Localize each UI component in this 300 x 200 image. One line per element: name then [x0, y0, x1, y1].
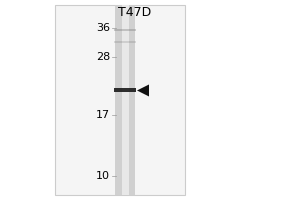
Bar [122, 5, 128, 195]
Text: 28: 28 [96, 52, 110, 62]
Bar [114, 41, 136, 43]
Bar [114, 29, 136, 31]
Text: T47D: T47D [118, 6, 152, 20]
Bar [114, 88, 136, 92]
Text: 10: 10 [96, 171, 110, 181]
Polygon shape [137, 84, 149, 96]
Text: 17: 17 [96, 110, 110, 120]
Bar [55, 5, 185, 195]
Text: 36: 36 [96, 23, 110, 33]
Bar [115, 5, 135, 195]
